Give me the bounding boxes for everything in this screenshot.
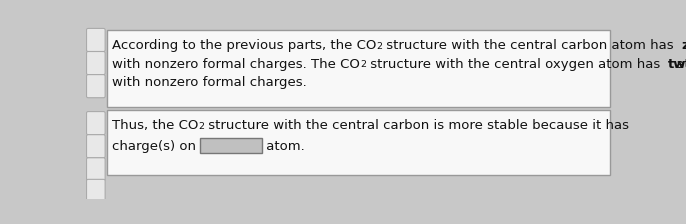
Text: with nonzero formal charges. The CO: with nonzero formal charges. The CO [112, 58, 360, 71]
FancyBboxPatch shape [86, 158, 105, 181]
FancyBboxPatch shape [665, 55, 672, 61]
Text: Thus, the CO: Thus, the CO [112, 119, 198, 132]
Text: zero: zero [681, 39, 686, 52]
FancyBboxPatch shape [107, 30, 611, 107]
FancyBboxPatch shape [678, 37, 685, 43]
FancyBboxPatch shape [200, 138, 262, 153]
FancyBboxPatch shape [86, 52, 105, 75]
Text: charge(s) on: charge(s) on [112, 140, 200, 153]
Text: atom(s): atom(s) [672, 58, 686, 71]
Text: atom.: atom. [262, 140, 305, 153]
Text: structure with the central oxygen atom has: structure with the central oxygen atom h… [366, 58, 665, 71]
FancyBboxPatch shape [86, 28, 105, 52]
FancyBboxPatch shape [86, 135, 105, 158]
Text: structure with the central carbon atom has: structure with the central carbon atom h… [383, 39, 678, 52]
Text: with nonzero formal charges.: with nonzero formal charges. [112, 76, 307, 89]
FancyBboxPatch shape [634, 117, 686, 132]
Text: 2: 2 [377, 41, 383, 50]
FancyBboxPatch shape [86, 75, 105, 98]
Text: two: two [667, 58, 686, 71]
FancyBboxPatch shape [86, 179, 105, 202]
Text: According to the previous parts, the CO: According to the previous parts, the CO [112, 39, 377, 52]
FancyBboxPatch shape [86, 112, 105, 135]
Text: 2: 2 [360, 60, 366, 69]
Text: 2: 2 [198, 122, 204, 131]
Text: structure with the central carbon is more stable because it has: structure with the central carbon is mor… [204, 119, 634, 132]
FancyBboxPatch shape [107, 110, 611, 175]
